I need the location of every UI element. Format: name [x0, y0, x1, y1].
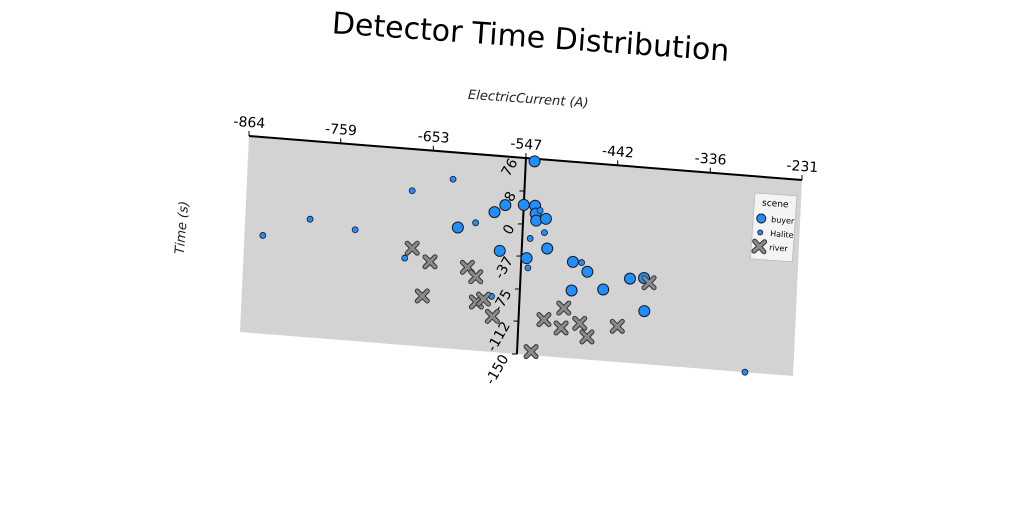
x-tick-label: -759: [325, 121, 358, 139]
legend-label: Halite: [770, 229, 794, 240]
x-tick-label: -653: [417, 129, 450, 147]
river-marker: [537, 313, 551, 327]
buyer-point: [530, 214, 543, 227]
river-marker: [557, 301, 571, 315]
river-marker: [580, 330, 594, 344]
data-points: [259, 155, 749, 376]
x-tick-label: -336: [694, 151, 727, 169]
halite-point: [524, 264, 532, 272]
river-marker: [415, 289, 429, 303]
halite-point: [536, 207, 544, 214]
buyer-point: [499, 199, 512, 212]
halite-point: [741, 368, 749, 376]
y-tick-label: -150: [483, 352, 513, 388]
legend-buyer-marker: [756, 213, 767, 224]
buyer-point: [517, 198, 530, 211]
river-marker: [469, 270, 483, 284]
buyer-point: [541, 242, 554, 255]
buyer-point: [451, 221, 464, 234]
legend-label: buyer: [771, 215, 795, 226]
legend-title: scene: [762, 199, 790, 211]
x-tick-label: -864: [233, 114, 266, 132]
halite-point: [541, 229, 548, 237]
river-marker: [610, 319, 624, 333]
halite-point: [401, 254, 409, 262]
buyer-point: [597, 283, 610, 296]
halite-point: [259, 232, 267, 239]
x-tick-label: -231: [786, 158, 819, 176]
halite-point: [351, 226, 359, 234]
buyer-point: [566, 255, 579, 268]
legend-entries: scene buyer Halite river: [751, 199, 795, 255]
halite-point: [526, 235, 534, 242]
river-marker: [573, 316, 587, 330]
legend-label: river: [769, 243, 789, 253]
legend: scene buyer Halite river: [749, 192, 798, 263]
river-marker: [554, 321, 568, 335]
halite-point: [408, 187, 416, 195]
y-tick-label: 76: [499, 156, 522, 180]
y-axis-label: Time (s): [173, 201, 193, 255]
river-marker: [423, 255, 437, 269]
river-marker: [477, 292, 491, 306]
buyer-point: [624, 272, 637, 285]
buyer-point: [488, 206, 501, 219]
river-marker: [752, 239, 767, 254]
x-tick-label: -442: [602, 143, 635, 161]
buyer-point: [528, 155, 541, 168]
x-axis-label: ElectricCurrent (A): [468, 88, 589, 111]
buyer-point: [565, 284, 578, 297]
x-tick-label: -547: [510, 136, 543, 154]
legend-halite-marker: [757, 229, 764, 236]
river-marker: [642, 276, 656, 290]
river-marker: [485, 309, 499, 323]
river-marker: [524, 345, 538, 359]
buyer-point: [539, 212, 552, 225]
halite-point: [449, 175, 457, 183]
halite-point: [472, 219, 480, 227]
buyer-point: [520, 252, 533, 265]
buyer-point: [581, 265, 594, 278]
buyer-point: [638, 305, 651, 318]
tick-labels: -864-759-653-547-442-336-23176380-37-75-…: [233, 114, 819, 388]
halite-point: [578, 259, 586, 266]
halite-point: [306, 215, 314, 223]
buyer-point: [493, 244, 506, 257]
chart-title: Detector Time Distribution: [331, 6, 731, 69]
river-marker: [405, 241, 419, 255]
